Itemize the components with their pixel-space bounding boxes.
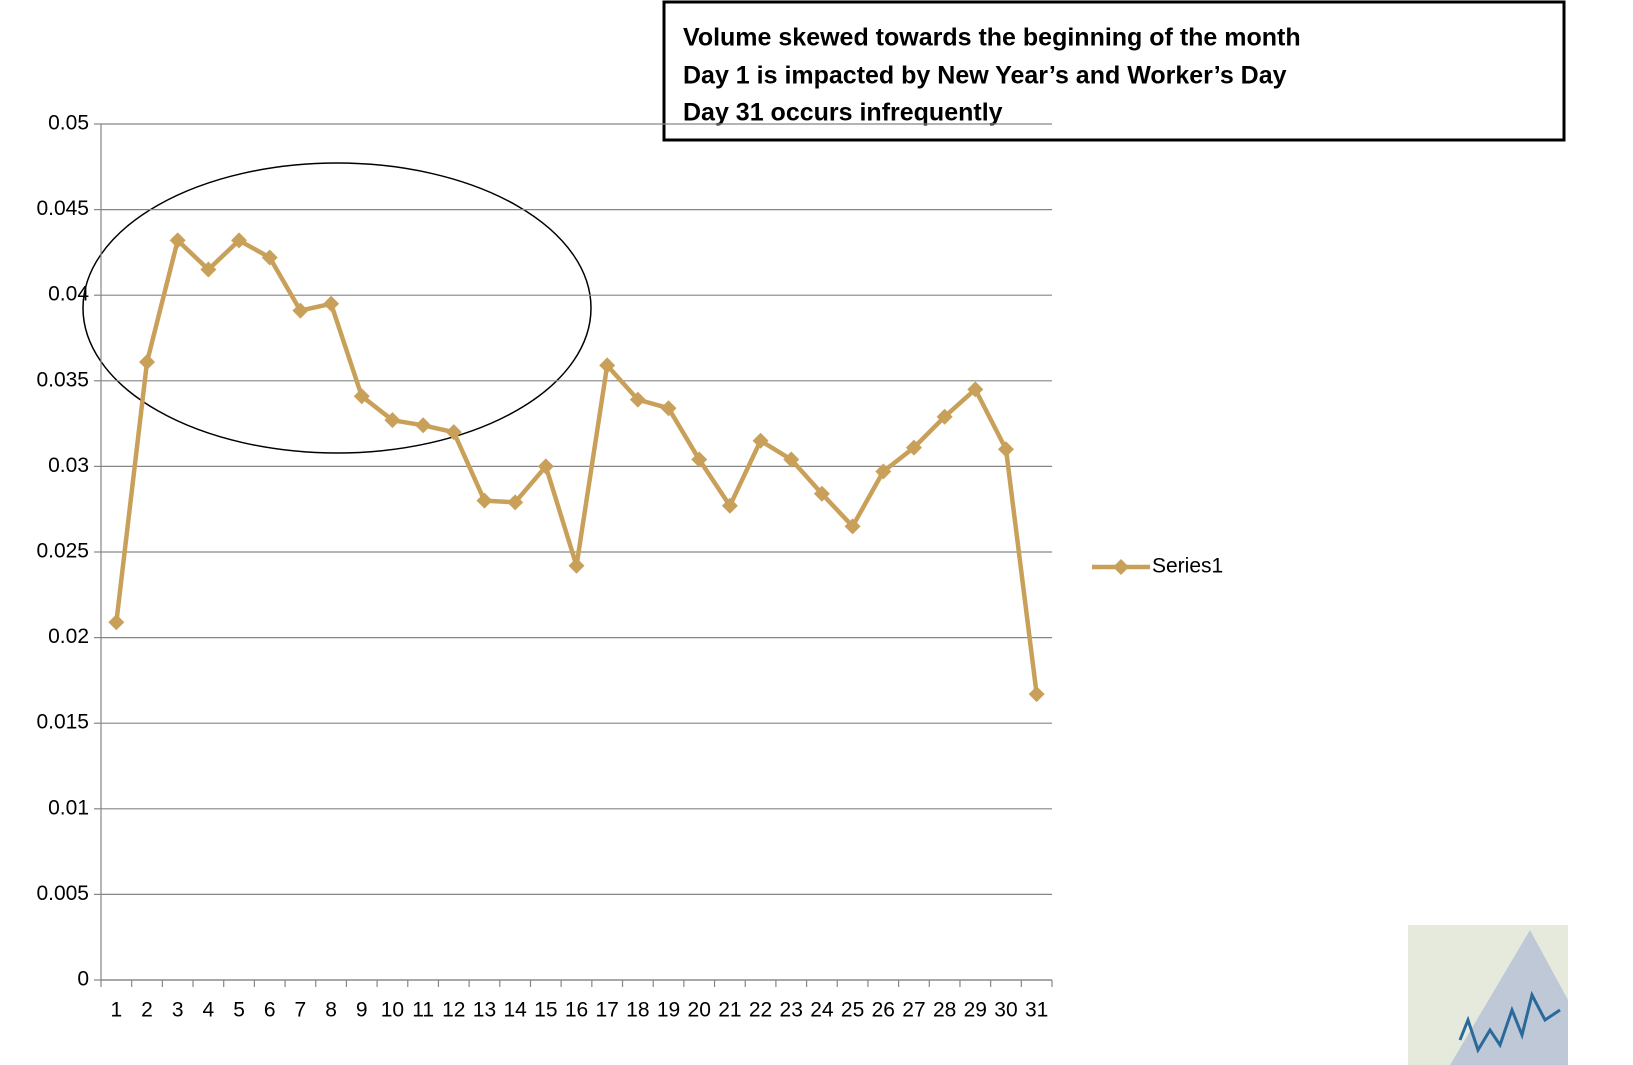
y-tick-label: 0.02 (48, 625, 89, 648)
data-point (507, 494, 524, 511)
y-tick-label: 0.01 (48, 796, 89, 819)
data-point (169, 232, 186, 249)
x-tick-label: 1 (110, 999, 122, 1022)
data-point (1028, 686, 1045, 703)
annotation-line: Day 31 occurs infrequently (683, 99, 1003, 127)
data-point (139, 353, 156, 370)
data-point (384, 412, 401, 429)
data-point (292, 302, 309, 319)
y-tick-label: 0.025 (36, 540, 89, 563)
y-tick-label: 0.035 (36, 368, 89, 391)
x-tick-label: 12 (442, 999, 465, 1022)
x-tick-label: 16 (565, 999, 588, 1022)
x-tick-label: 30 (994, 999, 1017, 1022)
y-tick-label: 0.005 (36, 882, 89, 905)
data-point (783, 451, 800, 468)
data-point (568, 557, 585, 574)
series-line (114, 238, 1039, 695)
x-tick-label: 29 (964, 999, 987, 1022)
data-point (200, 261, 217, 278)
data-point (445, 424, 462, 441)
x-tick-label: 28 (933, 999, 956, 1022)
x-tick-label: 31 (1025, 999, 1048, 1022)
y-tick-label: 0.03 (48, 454, 89, 477)
x-tick-label: 3 (172, 999, 184, 1022)
x-tick-label: 4 (203, 999, 215, 1022)
data-point (231, 232, 248, 249)
data-point (721, 497, 738, 514)
x-tick-label: 25 (841, 999, 864, 1022)
x-tick-label: 5 (233, 999, 245, 1022)
annotation-line: Volume skewed towards the beginning of t… (683, 24, 1301, 52)
x-tick-label: 8 (325, 999, 337, 1022)
data-point (599, 357, 616, 374)
x-tick-label: 6 (264, 999, 276, 1022)
x-tick-label: 13 (473, 999, 496, 1022)
x-tick-label: 15 (534, 999, 557, 1022)
x-tick-label: 26 (872, 999, 895, 1022)
data-point (813, 485, 830, 502)
x-tick-label: 11 (412, 999, 434, 1022)
x-tick-label: 9 (356, 999, 368, 1022)
y-tick-label: 0.04 (48, 283, 89, 306)
y-tick-label: 0.045 (36, 197, 89, 220)
annotation-line: Day 1 is impacted by New Year’s and Work… (683, 62, 1287, 90)
data-point (629, 391, 646, 408)
logo (1408, 925, 1568, 1065)
data-point (875, 463, 892, 480)
x-tick-label: 7 (295, 999, 307, 1022)
x-tick-label: 24 (810, 999, 834, 1022)
legend-marker (1113, 559, 1129, 575)
x-tick-label: 21 (718, 999, 741, 1022)
x-tick-label: 17 (595, 999, 618, 1022)
data-point (967, 381, 984, 398)
annotation-box (662, 0, 1566, 142)
y-tick-label: 0.05 (48, 112, 89, 135)
data-point (353, 388, 370, 405)
data-point (476, 492, 493, 509)
data-point (691, 451, 708, 468)
data-point (752, 432, 769, 449)
x-tick-label: 19 (657, 999, 680, 1022)
data-point (844, 518, 861, 535)
x-tick-label: 22 (749, 999, 772, 1022)
data-point (936, 408, 953, 425)
y-tick-label: 0 (77, 968, 89, 991)
y-tick-label: 0.015 (36, 711, 89, 734)
data-point (323, 295, 340, 312)
data-point (537, 458, 554, 475)
x-tick-label: 10 (381, 999, 404, 1022)
data-point (905, 439, 922, 456)
x-tick-label: 20 (688, 999, 711, 1022)
data-point (261, 249, 278, 266)
x-tick-label: 2 (141, 999, 153, 1022)
data-point (997, 441, 1014, 458)
x-tick-label: 14 (503, 999, 527, 1022)
data-point (415, 417, 432, 434)
data-point (660, 400, 677, 417)
data-point (108, 614, 125, 631)
x-tick-label: 18 (626, 999, 649, 1022)
x-tick-label: 27 (902, 999, 925, 1022)
x-tick-label: 23 (780, 999, 803, 1022)
legend-label: Series1 (1152, 555, 1223, 578)
highlight-ellipse (82, 162, 592, 454)
